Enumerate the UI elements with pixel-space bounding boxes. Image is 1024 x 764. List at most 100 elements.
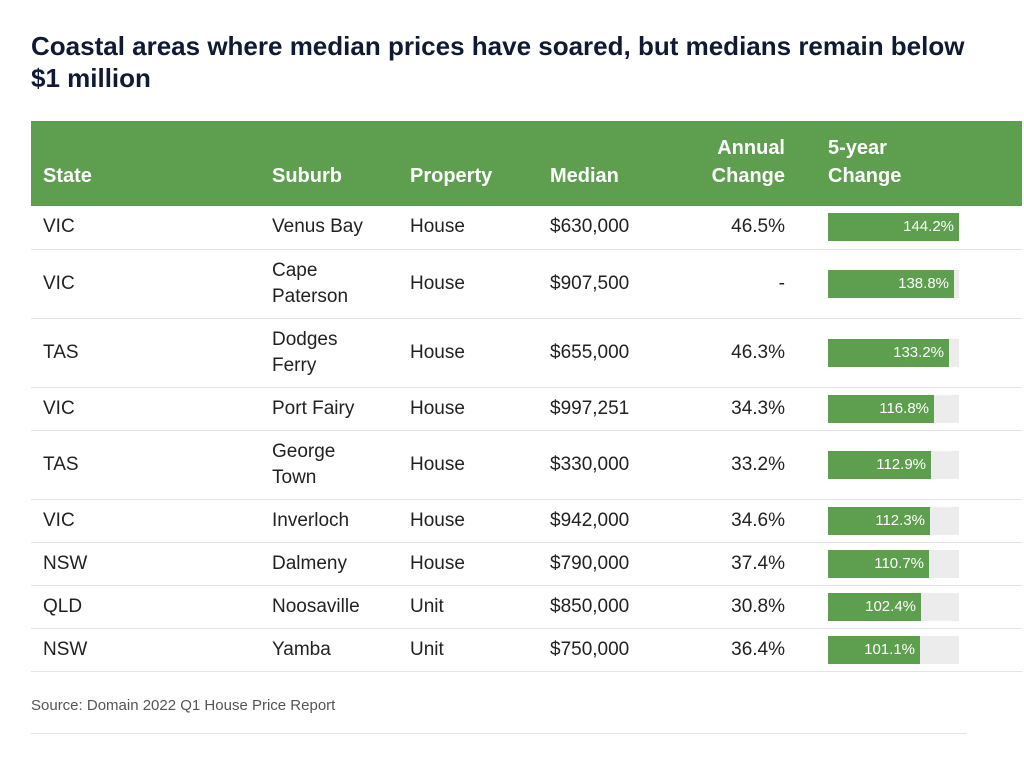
- suburb-cell: Inverloch: [272, 499, 410, 543]
- five-year-change-cell: 110.7%: [785, 542, 1022, 586]
- header-five-year-change-label: 5-year Change: [828, 137, 902, 187]
- median-cell: $655,000: [550, 318, 657, 388]
- bar-track: 116.8%: [828, 394, 959, 423]
- state-cell: VIC: [31, 499, 272, 543]
- header-suburb: Suburb: [272, 165, 342, 187]
- suburb-cell: Dodges Ferry: [272, 318, 410, 388]
- annual-change-cell: -: [657, 249, 785, 319]
- annual-change-cell: 30.8%: [657, 585, 785, 629]
- five-year-change-cell: 112.3%: [785, 499, 1022, 543]
- annual-change-cell: 36.4%: [657, 628, 785, 672]
- table-body: VIC Venus Bay House $630,000 46.5% 144.2% VIC C…: [31, 206, 1022, 672]
- bar-track: 144.2%: [828, 213, 959, 242]
- header-annual-change: Annual Change: [657, 121, 785, 206]
- price-table: State Suburb Property Median Annual Chan…: [31, 121, 1022, 672]
- suburb-cell: Venus Bay: [272, 206, 410, 250]
- bar-track: 110.7%: [828, 549, 959, 578]
- median-cell: $997,251: [550, 387, 657, 431]
- property-cell: House: [410, 318, 550, 388]
- table-row: TAS Dodges Ferry House $655,000 46.3% 133.2%: [31, 318, 1022, 388]
- state-cell: VIC: [31, 206, 272, 250]
- table-row: TAS George Town House $330,000 33.2% 112.9%: [31, 430, 1022, 500]
- header-annual-change-label: Annual Change: [711, 137, 785, 187]
- state-cell: QLD: [31, 585, 272, 629]
- five-year-change-bar: 102.4%: [828, 592, 921, 621]
- five-year-change-label: 102.4%: [865, 597, 916, 615]
- table-row: VIC Inverloch House $942,000 34.6% 112.3%: [31, 499, 1022, 543]
- bar-track: 101.1%: [828, 635, 959, 664]
- suburb-cell: Dalmeny: [272, 542, 410, 586]
- property-cell: House: [410, 499, 550, 543]
- five-year-change-label: 133.2%: [893, 343, 944, 361]
- five-year-change-cell: 101.1%: [785, 628, 1022, 672]
- median-cell: $750,000: [550, 628, 657, 672]
- five-year-change-label: 116.8%: [879, 399, 929, 417]
- suburb-cell: Noosaville: [272, 585, 410, 629]
- state-cell: TAS: [31, 318, 272, 388]
- state-cell: TAS: [31, 430, 272, 500]
- state-cell: NSW: [31, 542, 272, 586]
- source-note: Source: Domain 2022 Q1 House Price Repor…: [31, 697, 336, 714]
- bar-track: 112.3%: [828, 506, 959, 535]
- header-five-year-change: 5-year Change: [785, 121, 1022, 206]
- table-row: VIC Port Fairy House $997,251 34.3% 116.8%: [31, 387, 1022, 431]
- annual-change-cell: 34.6%: [657, 499, 785, 543]
- suburb-cell: Yamba: [272, 628, 410, 672]
- median-cell: $907,500: [550, 249, 657, 319]
- property-cell: House: [410, 542, 550, 586]
- median-cell: $850,000: [550, 585, 657, 629]
- bar-track: 112.9%: [828, 450, 959, 479]
- five-year-change-bar: 133.2%: [828, 338, 949, 367]
- property-cell: House: [410, 249, 550, 319]
- annual-change-cell: 37.4%: [657, 542, 785, 586]
- five-year-change-bar: 112.9%: [828, 450, 931, 479]
- table-row: NSW Dalmeny House $790,000 37.4% 110.7%: [31, 542, 1022, 586]
- median-cell: $330,000: [550, 430, 657, 500]
- bar-track: 138.8%: [828, 269, 959, 298]
- table-row: QLD Noosaville Unit $850,000 30.8% 102.4%: [31, 585, 1022, 629]
- table-row: VIC Venus Bay House $630,000 46.5% 144.2%: [31, 206, 1022, 250]
- state-cell: NSW: [31, 628, 272, 672]
- bottom-divider: [31, 733, 967, 734]
- table-row: NSW Yamba Unit $750,000 36.4% 101.1%: [31, 628, 1022, 672]
- five-year-change-bar: 138.8%: [828, 269, 954, 298]
- property-cell: Unit: [410, 585, 550, 629]
- five-year-change-bar: 101.1%: [828, 635, 920, 664]
- property-cell: House: [410, 387, 550, 431]
- five-year-change-cell: 112.9%: [785, 430, 1022, 500]
- five-year-change-label: 138.8%: [898, 274, 949, 292]
- header-state: State: [43, 165, 92, 187]
- five-year-change-label: 110.7%: [874, 554, 924, 572]
- table-header-row: State Suburb Property Median Annual Chan…: [31, 121, 1022, 206]
- suburb-cell: George Town: [272, 430, 410, 500]
- annual-change-cell: 34.3%: [657, 387, 785, 431]
- five-year-change-cell: 102.4%: [785, 585, 1022, 629]
- bar-track: 102.4%: [828, 592, 959, 621]
- annual-change-cell: 46.5%: [657, 206, 785, 250]
- median-cell: $790,000: [550, 542, 657, 586]
- annual-change-cell: 33.2%: [657, 430, 785, 500]
- chart-title: Coastal areas where median prices have s…: [31, 31, 965, 93]
- five-year-change-label: 112.9%: [876, 455, 926, 473]
- suburb-cell: Port Fairy: [272, 387, 410, 431]
- table-row: VIC Cape Paterson House $907,500- 138.8%: [31, 249, 1022, 319]
- five-year-change-label: 112.3%: [875, 511, 925, 529]
- median-cell: $942,000: [550, 499, 657, 543]
- five-year-change-cell: 138.8%: [785, 249, 1022, 319]
- state-cell: VIC: [31, 249, 272, 319]
- header-median: Median: [550, 165, 619, 187]
- five-year-change-cell: 144.2%: [785, 206, 1022, 250]
- suburb-cell: Cape Paterson: [272, 249, 410, 319]
- bar-track: 133.2%: [828, 338, 959, 367]
- five-year-change-cell: 133.2%: [785, 318, 1022, 388]
- five-year-change-bar: 112.3%: [828, 506, 930, 535]
- state-cell: VIC: [31, 387, 272, 431]
- property-cell: House: [410, 206, 550, 250]
- five-year-change-bar: 110.7%: [828, 549, 929, 578]
- five-year-change-bar: 116.8%: [828, 394, 934, 423]
- five-year-change-label: 101.1%: [864, 640, 915, 658]
- five-year-change-bar: 144.2%: [828, 213, 959, 242]
- five-year-change-cell: 116.8%: [785, 387, 1022, 431]
- header-property: Property: [410, 165, 493, 187]
- median-cell: $630,000: [550, 206, 657, 250]
